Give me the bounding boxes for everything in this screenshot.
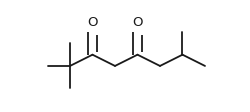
Text: O: O <box>87 16 98 29</box>
Text: O: O <box>132 16 143 29</box>
